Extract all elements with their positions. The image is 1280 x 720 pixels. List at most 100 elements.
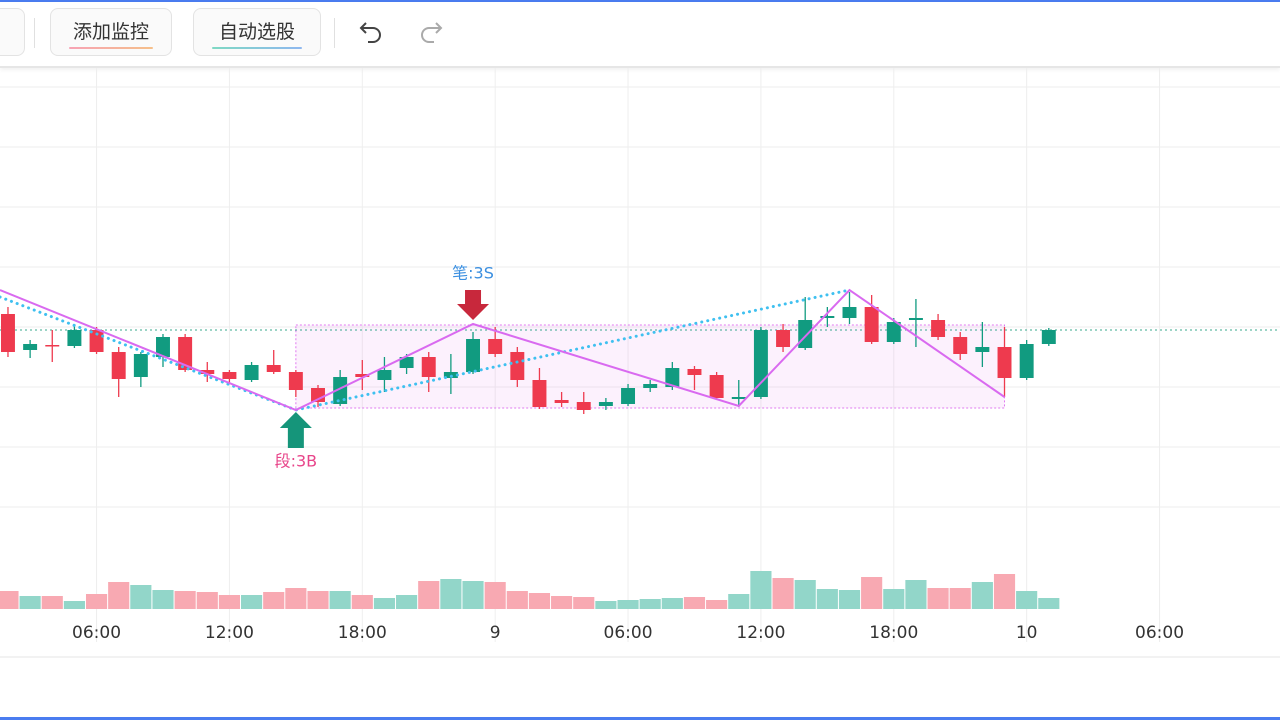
volume-bar	[683, 597, 706, 609]
separator	[334, 18, 335, 48]
x-tick-label: 18:00	[338, 623, 387, 643]
candle-body	[67, 330, 82, 346]
volume-bar	[794, 580, 816, 609]
buy-arrow	[279, 412, 312, 448]
volume-bar	[218, 595, 240, 609]
candle-body	[89, 330, 104, 352]
volume-bar	[85, 594, 108, 609]
x-tick-label: 06:00	[1135, 623, 1184, 643]
candle-body	[200, 370, 215, 374]
candle-body	[576, 402, 591, 410]
volume-bar	[883, 589, 905, 609]
button-label: 添加监控	[72, 21, 149, 43]
candle-body	[643, 384, 658, 388]
candle-body	[222, 372, 237, 379]
volume-bar	[418, 581, 440, 609]
volume-bar	[927, 588, 949, 609]
volume-bar	[661, 598, 683, 609]
volume-bar	[1016, 591, 1038, 609]
volume-bar	[41, 596, 63, 609]
candle-body	[45, 345, 60, 347]
underline	[212, 47, 302, 49]
candle-body	[842, 307, 857, 318]
undo-icon	[359, 22, 381, 43]
volume-bar	[506, 591, 528, 609]
candle-body	[156, 337, 170, 357]
candle-body	[687, 369, 702, 375]
volume-bar	[772, 578, 794, 609]
candle-body	[288, 372, 303, 390]
volume-bar	[750, 571, 772, 609]
candle-body	[1041, 330, 1056, 344]
volume-bar	[373, 598, 396, 609]
volume-bar	[351, 595, 373, 609]
redo-button[interactable]	[418, 20, 446, 46]
volume-bar	[573, 597, 595, 609]
candle-body	[399, 357, 414, 368]
candle-body	[709, 375, 724, 398]
volume-bar	[152, 590, 174, 609]
volume-bar	[240, 595, 263, 609]
volume-bar	[130, 585, 152, 609]
volume-bar	[861, 577, 883, 609]
candle-body	[931, 320, 946, 337]
candle-body	[333, 377, 348, 404]
candle-body	[886, 322, 901, 342]
bi-line	[0, 288, 1006, 412]
volume-bar	[1038, 598, 1060, 609]
toolbar: 添加监控 自动选股	[0, 2, 1280, 68]
candle-body	[178, 337, 193, 370]
volume-bar	[174, 591, 196, 609]
candle-body	[776, 330, 791, 347]
x-tick-label: 12:00	[736, 623, 785, 643]
candle-body	[908, 318, 923, 320]
candle-body	[598, 402, 613, 406]
x-tick-label: 18:00	[869, 623, 918, 643]
candle-body	[377, 370, 392, 380]
auto-select-button[interactable]: 自动选股	[193, 8, 321, 56]
annotation-label: 段:3B	[275, 452, 318, 471]
separator	[34, 18, 35, 48]
candle-body	[665, 368, 680, 387]
volume-bar	[905, 580, 927, 609]
candle-body	[0, 314, 15, 352]
annotation-label: 笔:3S	[452, 264, 494, 283]
volume-bar	[263, 592, 285, 609]
candle-body	[133, 354, 148, 377]
candle-body	[23, 344, 38, 350]
volume-bar	[595, 601, 617, 609]
volume-bar	[396, 595, 418, 609]
candle-body	[731, 397, 746, 399]
candle-body	[466, 339, 480, 372]
button-label: 自动选股	[218, 21, 295, 43]
x-tick-label: 9	[490, 623, 501, 643]
candle-body	[621, 388, 636, 404]
candle-body	[355, 374, 370, 377]
volume-bar	[19, 596, 41, 609]
volume-bar	[971, 582, 993, 609]
volume-bar	[108, 582, 130, 609]
x-tick-label: 12:00	[205, 623, 254, 643]
chart: 06:00 12:00 18:00 9 06:00 12:00 18:00 10 06:00 笔:…	[0, 68, 1280, 658]
candle-body	[244, 365, 259, 380]
volume-bar	[462, 581, 484, 609]
undo-button[interactable]	[356, 20, 384, 46]
volume-bar	[528, 593, 551, 609]
volume-bar	[484, 582, 506, 609]
add-monitor-button[interactable]: 添加监控	[50, 8, 172, 56]
redo-icon	[421, 22, 443, 43]
volume-bar	[440, 579, 462, 609]
underline	[69, 47, 153, 49]
volume-bar	[838, 590, 861, 609]
partial-button[interactable]	[0, 8, 25, 56]
volume-bar	[949, 588, 971, 609]
volume-bar	[639, 599, 661, 609]
volume-bar	[0, 591, 19, 609]
candle-body	[975, 347, 990, 352]
volume-bar	[63, 601, 85, 609]
zhongshu-box	[295, 324, 1006, 409]
volume-bar	[816, 589, 838, 609]
volume-bar	[551, 596, 573, 609]
candle-body	[421, 357, 436, 377]
